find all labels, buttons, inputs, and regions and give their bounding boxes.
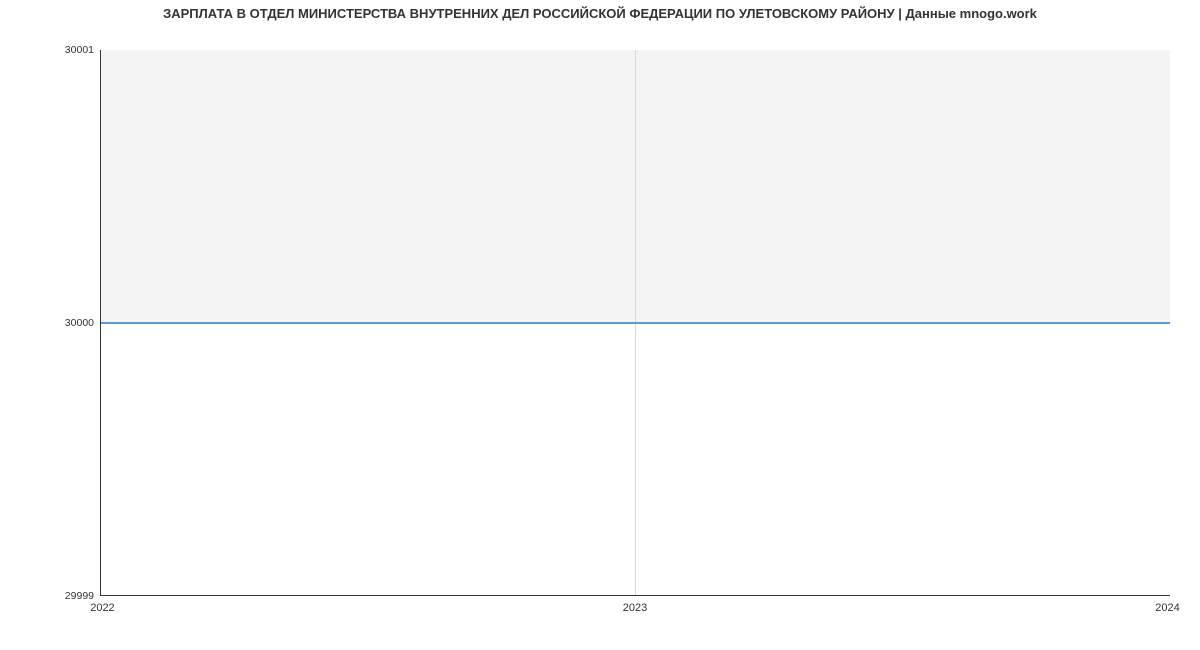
- y-tick-label: 29999: [65, 590, 94, 602]
- x-tick-label: 2023: [623, 602, 647, 614]
- chart-title: ЗАРПЛАТА В ОТДЕЛ МИНИСТЕРСТВА ВНУТРЕННИХ…: [0, 6, 1200, 21]
- y-axis: [100, 50, 101, 596]
- x-tick-label: 2022: [90, 602, 114, 614]
- x-axis: [100, 595, 1170, 596]
- x-tick-label: 2024: [1155, 602, 1179, 614]
- series-line: [100, 322, 1170, 324]
- y-tick-label: 30001: [65, 44, 94, 56]
- y-tick-label: 30000: [65, 317, 94, 329]
- chart-plot-area: [100, 50, 1170, 596]
